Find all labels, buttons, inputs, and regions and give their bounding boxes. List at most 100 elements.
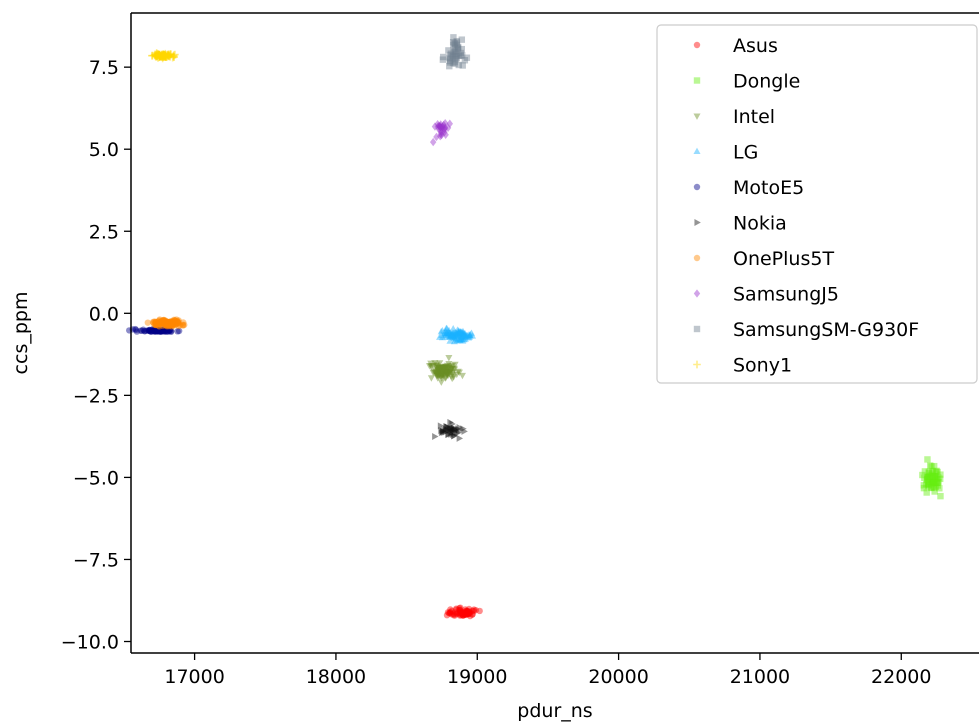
data-point	[456, 336, 464, 344]
data-point	[157, 328, 165, 336]
data-point	[444, 123, 452, 132]
data-point	[435, 124, 442, 133]
data-point	[156, 323, 163, 330]
data-point	[451, 331, 459, 338]
series-samsungj5	[429, 118, 454, 147]
data-point	[171, 321, 179, 329]
data-point	[470, 607, 478, 615]
data-point	[427, 364, 435, 371]
series-nokia	[432, 418, 468, 442]
data-point	[161, 53, 170, 61]
data-point	[459, 331, 467, 338]
data-point	[447, 363, 455, 370]
data-point	[445, 326, 453, 334]
data-point	[151, 52, 160, 61]
data-point	[161, 52, 169, 60]
data-point	[152, 49, 161, 57]
legend-marker	[693, 77, 701, 84]
data-point	[159, 53, 168, 61]
data-point	[923, 476, 931, 483]
data-point	[934, 479, 941, 486]
data-point	[164, 51, 173, 60]
data-point	[158, 51, 166, 60]
data-point	[438, 371, 446, 379]
data-point	[449, 333, 457, 341]
data-point	[451, 328, 459, 336]
data-point	[427, 362, 435, 370]
data-point	[437, 379, 445, 386]
data-point	[449, 369, 457, 377]
y-axis-label: ccs_ppm	[10, 292, 32, 375]
data-point	[928, 480, 935, 487]
data-point	[172, 317, 179, 324]
data-point	[454, 43, 462, 51]
data-point	[928, 469, 936, 477]
data-point	[440, 371, 448, 378]
data-point	[435, 365, 443, 372]
data-point	[453, 371, 461, 379]
data-point	[167, 319, 175, 327]
data-point	[152, 327, 159, 334]
data-point	[442, 130, 449, 139]
data-point	[440, 120, 447, 130]
data-point	[159, 51, 168, 59]
legend-item-motoe5: MotoE5	[693, 177, 804, 199]
data-point	[145, 327, 152, 334]
data-point	[436, 367, 444, 374]
data-point	[152, 321, 160, 329]
data-point	[157, 51, 166, 59]
data-point	[447, 366, 455, 373]
data-point	[466, 610, 473, 617]
data-point	[146, 327, 153, 334]
data-point	[173, 320, 181, 327]
data-point	[455, 52, 463, 60]
data-point	[163, 318, 170, 325]
data-point	[463, 54, 471, 61]
data-point	[170, 318, 178, 325]
data-point	[457, 335, 465, 343]
data-point	[148, 51, 157, 60]
data-point	[447, 424, 455, 432]
data-point	[465, 331, 473, 338]
data-point	[444, 370, 452, 378]
data-point	[457, 608, 465, 616]
data-point	[164, 320, 171, 328]
data-point	[452, 47, 459, 54]
data-point	[167, 328, 175, 336]
data-point	[438, 363, 446, 371]
data-point	[152, 327, 159, 334]
legend-item-lg: LG	[693, 142, 758, 164]
data-point	[164, 318, 171, 326]
data-point	[447, 333, 455, 340]
data-point	[925, 480, 932, 488]
data-point	[465, 333, 473, 340]
data-point	[924, 482, 932, 490]
data-point	[472, 606, 479, 614]
data-point	[138, 327, 146, 334]
data-point	[434, 366, 442, 373]
data-point	[447, 50, 455, 57]
data-point	[164, 50, 172, 59]
data-point	[446, 119, 454, 128]
data-point	[155, 50, 163, 59]
data-point	[168, 319, 175, 326]
data-point	[152, 50, 160, 59]
data-point	[450, 374, 458, 381]
data-point	[461, 609, 469, 617]
data-point	[427, 375, 435, 382]
data-point	[453, 326, 462, 333]
data-point	[925, 478, 932, 486]
data-point	[448, 330, 456, 338]
data-point	[456, 336, 464, 343]
data-point	[164, 318, 172, 326]
data-point	[451, 60, 458, 67]
data-point	[466, 331, 474, 339]
data-point	[160, 316, 167, 324]
data-point	[446, 329, 454, 336]
data-point	[154, 50, 163, 59]
data-point	[163, 327, 170, 334]
data-point	[153, 51, 162, 60]
data-point	[458, 328, 466, 336]
data-point	[465, 609, 472, 616]
data-point	[443, 425, 450, 433]
